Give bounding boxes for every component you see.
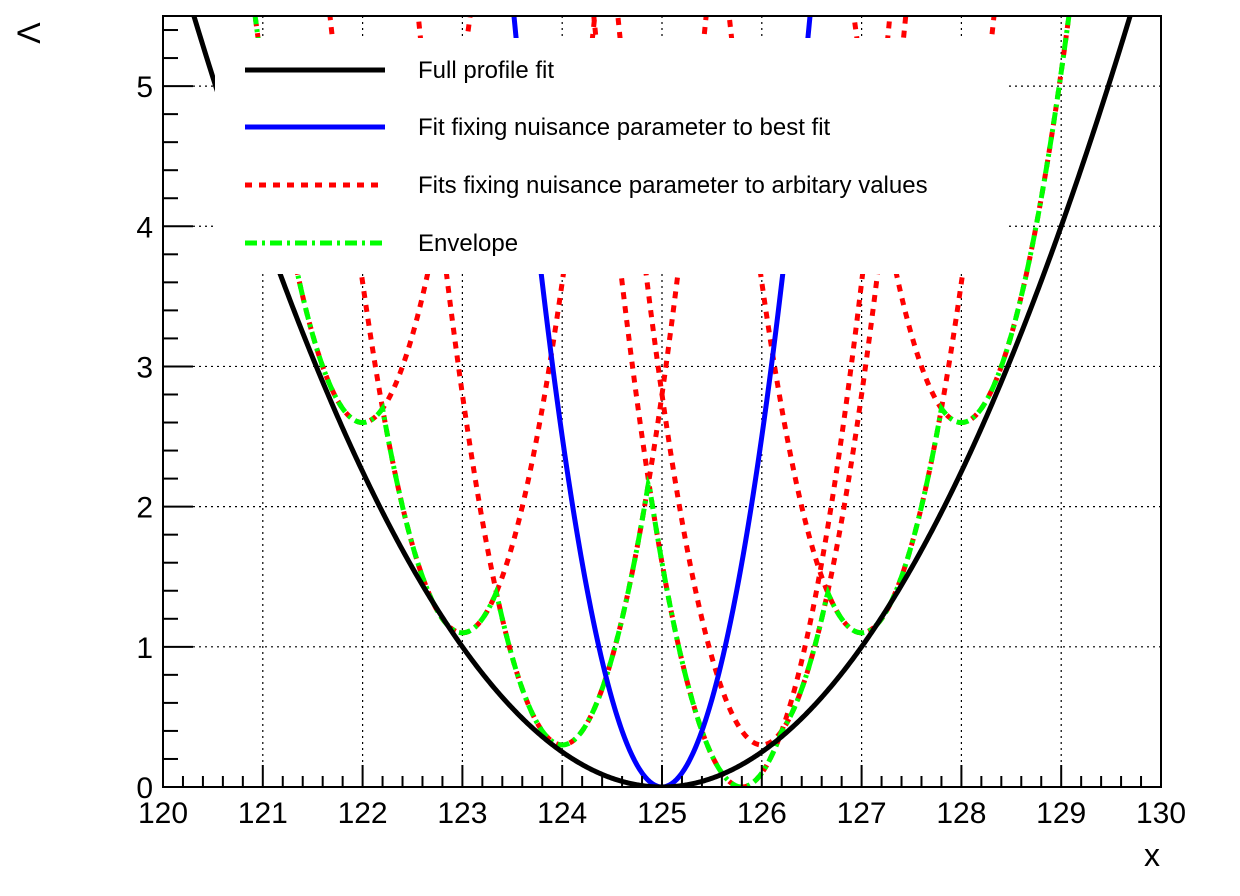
y-tick-label: 4: [136, 211, 153, 244]
legend: Full profile fit Fit fixing nuisance para…: [245, 57, 928, 257]
y-tick-label: 5: [136, 71, 153, 104]
x-tick-label: 127: [837, 797, 887, 830]
y-axis-title: Λ: [11, 22, 47, 44]
x-tick-label: 128: [936, 797, 986, 830]
x-tick-label: 129: [1036, 797, 1086, 830]
full-profile-curve: [191, 16, 1133, 787]
legend-box: [215, 38, 1005, 274]
x-tick-label: 124: [537, 797, 587, 830]
legend-label: Full profile fit: [418, 57, 554, 84]
y-tick-label: 0: [136, 772, 153, 805]
legend-label: Envelope: [418, 230, 518, 257]
y-tick-label: 3: [136, 351, 153, 384]
x-tick-label: 123: [437, 797, 487, 830]
x-tick-label: 125: [637, 797, 687, 830]
legend-label: Fits fixing nuisance parameter to arbita…: [418, 172, 928, 199]
axis-ticks: [162, 29, 1162, 788]
curves: [191, 16, 1133, 787]
envelope-curve: [252, 16, 1072, 787]
x-tick-label: 120: [138, 797, 188, 830]
dotted-fit-curve: [615, 16, 909, 748]
x-tick-label: 122: [338, 797, 388, 830]
x-tick-label: 121: [238, 797, 288, 830]
y-tick-label: 2: [136, 492, 153, 525]
x-axis-title: x: [1144, 837, 1160, 873]
grid-lines: [163, 16, 1161, 787]
x-tick-label: 130: [1136, 797, 1186, 830]
legend-label: Fit fixing nuisance parameter to best fi…: [418, 114, 831, 141]
x-tick-label: 126: [737, 797, 787, 830]
y-tick-label: 1: [136, 632, 153, 665]
